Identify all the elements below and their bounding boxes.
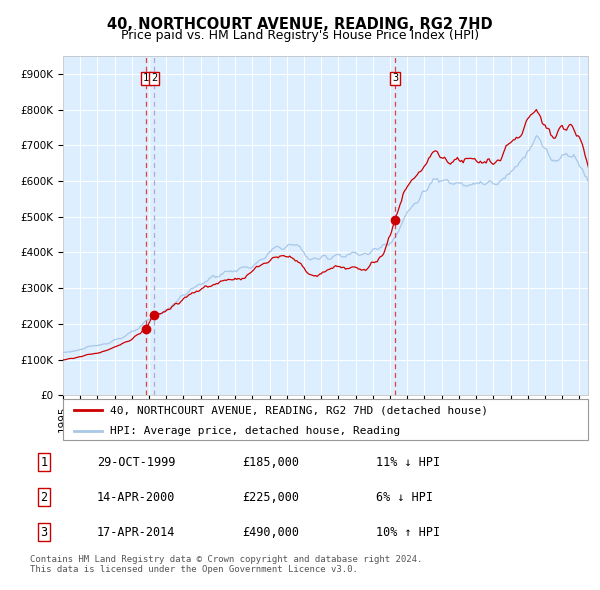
Text: 3: 3 [392, 73, 398, 83]
Text: £225,000: £225,000 [242, 490, 299, 504]
Text: 3: 3 [40, 526, 47, 539]
Text: £185,000: £185,000 [242, 455, 299, 468]
Text: 29-OCT-1999: 29-OCT-1999 [97, 455, 175, 468]
Text: Price paid vs. HM Land Registry's House Price Index (HPI): Price paid vs. HM Land Registry's House … [121, 30, 479, 42]
Text: 2: 2 [151, 73, 157, 83]
FancyBboxPatch shape [63, 399, 588, 440]
Text: 1: 1 [40, 455, 47, 468]
Text: 1: 1 [143, 73, 149, 83]
Text: HPI: Average price, detached house, Reading: HPI: Average price, detached house, Read… [110, 426, 401, 436]
Text: 11% ↓ HPI: 11% ↓ HPI [376, 455, 440, 468]
Text: 40, NORTHCOURT AVENUE, READING, RG2 7HD (detached house): 40, NORTHCOURT AVENUE, READING, RG2 7HD … [110, 405, 488, 415]
Text: Contains HM Land Registry data © Crown copyright and database right 2024.
This d: Contains HM Land Registry data © Crown c… [30, 555, 422, 574]
Text: 17-APR-2014: 17-APR-2014 [97, 526, 175, 539]
Text: 10% ↑ HPI: 10% ↑ HPI [376, 526, 440, 539]
Text: 40, NORTHCOURT AVENUE, READING, RG2 7HD: 40, NORTHCOURT AVENUE, READING, RG2 7HD [107, 17, 493, 31]
Text: £490,000: £490,000 [242, 526, 299, 539]
Text: 6% ↓ HPI: 6% ↓ HPI [376, 490, 433, 504]
Text: 14-APR-2000: 14-APR-2000 [97, 490, 175, 504]
Text: 2: 2 [40, 490, 47, 504]
